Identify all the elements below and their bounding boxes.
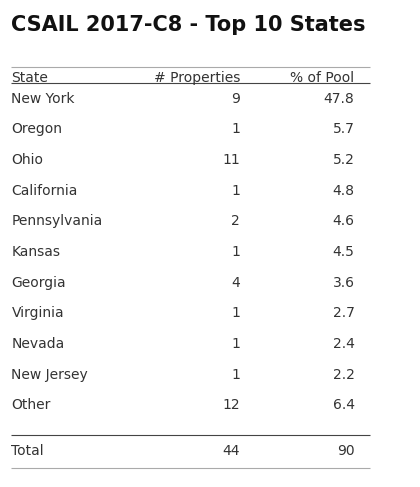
Text: 44: 44 — [223, 444, 240, 458]
Text: 2.7: 2.7 — [333, 306, 354, 320]
Text: 5.2: 5.2 — [333, 153, 354, 167]
Text: 1: 1 — [231, 122, 240, 136]
Text: 4.6: 4.6 — [333, 214, 354, 228]
Text: 1: 1 — [231, 245, 240, 259]
Text: 4: 4 — [231, 276, 240, 290]
Text: % of Pool: % of Pool — [290, 71, 354, 85]
Text: 2.4: 2.4 — [333, 337, 354, 351]
Text: 90: 90 — [337, 444, 354, 458]
Text: 3.6: 3.6 — [333, 276, 354, 290]
Text: State: State — [11, 71, 48, 85]
Text: Ohio: Ohio — [11, 153, 43, 167]
Text: CSAIL 2017-C8 - Top 10 States: CSAIL 2017-C8 - Top 10 States — [11, 15, 366, 35]
Text: 1: 1 — [231, 306, 240, 320]
Text: # Properties: # Properties — [154, 71, 240, 85]
Text: Pennsylvania: Pennsylvania — [11, 214, 102, 228]
Text: 11: 11 — [223, 153, 240, 167]
Text: 4.5: 4.5 — [333, 245, 354, 259]
Text: 1: 1 — [231, 368, 240, 382]
Text: 47.8: 47.8 — [324, 92, 354, 106]
Text: Other: Other — [11, 398, 51, 412]
Text: California: California — [11, 184, 78, 198]
Text: 2: 2 — [231, 214, 240, 228]
Text: 12: 12 — [223, 398, 240, 412]
Text: 5.7: 5.7 — [333, 122, 354, 136]
Text: 4.8: 4.8 — [333, 184, 354, 198]
Text: 1: 1 — [231, 184, 240, 198]
Text: New Jersey: New Jersey — [11, 368, 88, 382]
Text: 2.2: 2.2 — [333, 368, 354, 382]
Text: 1: 1 — [231, 337, 240, 351]
Text: Nevada: Nevada — [11, 337, 65, 351]
Text: Virginia: Virginia — [11, 306, 64, 320]
Text: New York: New York — [11, 92, 75, 106]
Text: 6.4: 6.4 — [333, 398, 354, 412]
Text: 9: 9 — [231, 92, 240, 106]
Text: Kansas: Kansas — [11, 245, 60, 259]
Text: Georgia: Georgia — [11, 276, 66, 290]
Text: Total: Total — [11, 444, 44, 458]
Text: Oregon: Oregon — [11, 122, 63, 136]
